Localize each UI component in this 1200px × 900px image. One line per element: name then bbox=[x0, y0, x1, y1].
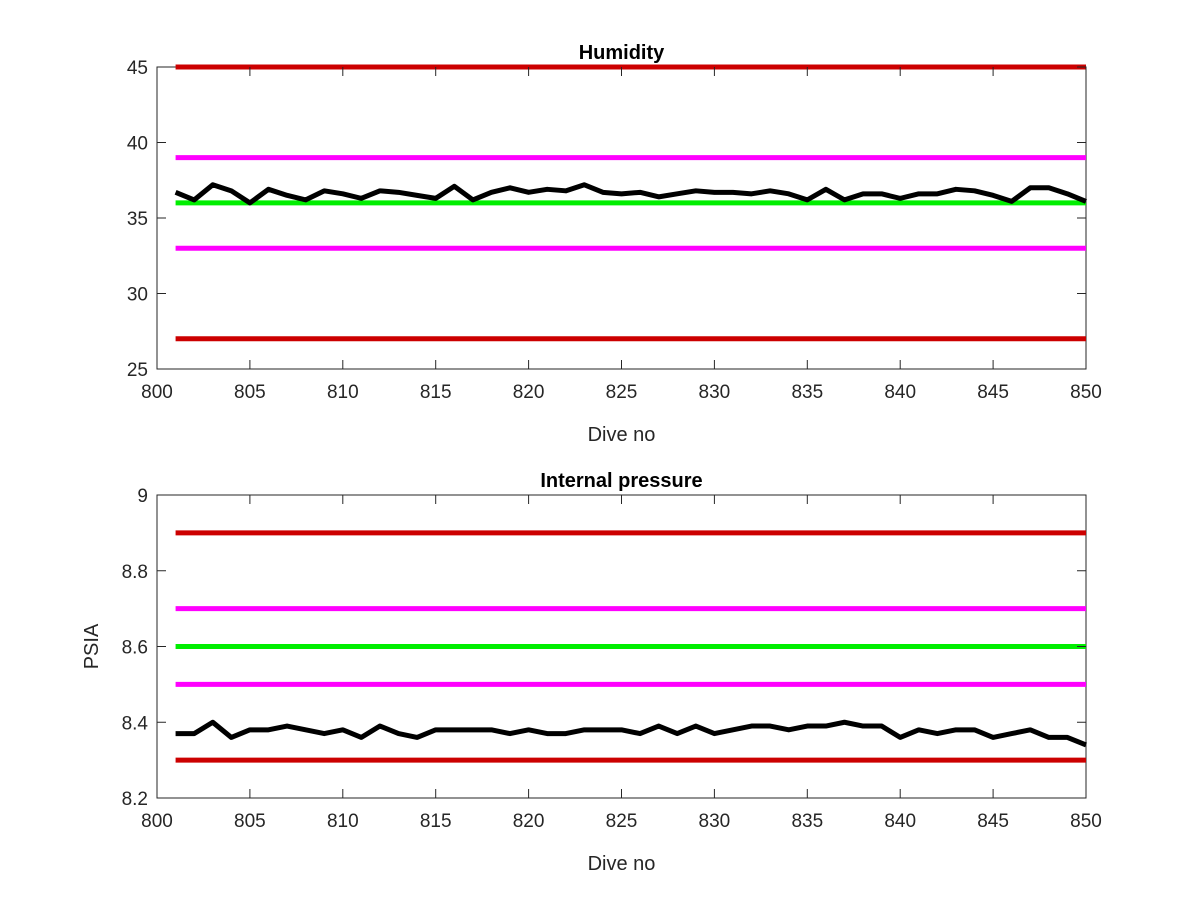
pressure-ytick-label: 8.8 bbox=[122, 562, 148, 583]
humidity-xtick-label: 840 bbox=[884, 382, 916, 403]
humidity-xtick-label: 805 bbox=[234, 382, 266, 403]
humidity-axes-box bbox=[156, 66, 1087, 370]
humidity-xtick-label: 835 bbox=[791, 382, 823, 403]
pressure-ytick-label: 8.6 bbox=[122, 638, 148, 659]
pressure-xtick-label: 830 bbox=[699, 811, 731, 832]
pressure-ytick-label: 8.4 bbox=[122, 713, 149, 734]
humidity-ytick-label: 45 bbox=[127, 58, 148, 79]
humidity-xtick-label: 850 bbox=[1070, 382, 1102, 403]
humidity-xtick-label: 830 bbox=[699, 382, 731, 403]
pressure-xtick-label: 820 bbox=[513, 811, 545, 832]
humidity-xtick-label: 800 bbox=[141, 382, 173, 403]
pressure-xtick-label: 810 bbox=[327, 811, 359, 832]
humidity-xtick-label: 820 bbox=[513, 382, 545, 403]
pressure-ytick-label: 8.2 bbox=[122, 789, 148, 810]
humidity-xtick-label: 810 bbox=[327, 382, 359, 403]
pressure-xtick-label: 815 bbox=[420, 811, 452, 832]
pressure-xtick-label: 800 bbox=[141, 811, 173, 832]
pressure-xtick-label: 825 bbox=[606, 811, 638, 832]
pressure-plot: 800 805 810 815 820 825 830 835 840 845 850 8.2 8.4 8… bbox=[81, 470, 1102, 875]
pressure-ytick-label: 9 bbox=[137, 486, 148, 507]
pressure-xtick-label: 840 bbox=[884, 811, 916, 832]
humidity-x-axis-label: Dive no bbox=[588, 424, 656, 446]
humidity-xtick-label: 815 bbox=[420, 382, 452, 403]
pressure-x-axis-label: Dive no bbox=[588, 853, 656, 875]
humidity-title: Humidity bbox=[579, 42, 665, 64]
humidity-ytick-label: 30 bbox=[127, 285, 148, 306]
pressure-xtick-label: 845 bbox=[977, 811, 1009, 832]
humidity-plot: 800 805 810 815 820 825 830 835 840 845 850 25 30 35 4… bbox=[127, 42, 1102, 446]
pressure-y-axis-label: PSIA bbox=[81, 623, 103, 669]
humidity-ytick-label: 35 bbox=[127, 209, 148, 230]
pressure-title: Internal pressure bbox=[540, 470, 702, 492]
humidity-xtick-label: 825 bbox=[606, 382, 638, 403]
humidity-ytick-label: 40 bbox=[127, 134, 148, 155]
humidity-ytick-label: 25 bbox=[127, 360, 148, 381]
humidity-series-line-0 bbox=[174, 182, 1087, 206]
humidity-xtick-label: 845 bbox=[977, 382, 1009, 403]
pressure-series-line-0 bbox=[175, 719, 1087, 748]
pressure-xtick-label: 805 bbox=[234, 811, 266, 832]
pressure-xtick-label: 835 bbox=[791, 811, 823, 832]
pressure-xtick-label: 850 bbox=[1070, 811, 1102, 832]
